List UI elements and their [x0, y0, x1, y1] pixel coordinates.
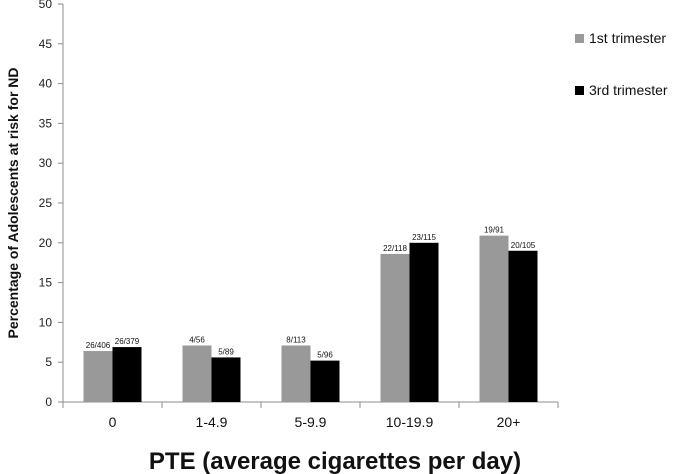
data-label: 5/96 [317, 351, 333, 360]
y-tick-label: 25 [39, 196, 53, 210]
x-axis-label: PTE (average cigarettes per day) [149, 448, 521, 474]
y-tick-label: 50 [39, 0, 53, 11]
data-label: 4/56 [189, 335, 205, 344]
bar-1st-trimester [380, 253, 410, 402]
y-tick-label: 45 [39, 37, 53, 51]
x-tick-label: 1-4.9 [196, 414, 228, 430]
legend-swatch [575, 86, 584, 95]
legend-swatch [575, 34, 584, 43]
x-tick-label: 0 [109, 414, 117, 430]
y-axis-label: Percentage of Adolescents at risk for ND [5, 67, 21, 338]
y-tick-label: 10 [39, 315, 53, 329]
bar-3rd-trimester [211, 357, 241, 402]
bar-3rd-trimester [310, 360, 340, 402]
data-label: 22/118 [383, 244, 407, 253]
x-tick-label: 10-19.9 [386, 414, 434, 430]
y-tick-label: 40 [39, 77, 53, 91]
legend-label: 3rd trimester [589, 82, 668, 98]
y-tick-label: 15 [39, 276, 53, 290]
y-axis: 0 5 10 15 20 25 30 35 40 45 50 [39, 0, 64, 409]
bar-1st-trimester [83, 351, 113, 402]
data-label: 26/379 [115, 337, 140, 346]
data-label: 26/406 [86, 341, 111, 350]
bar-3rd-trimester [112, 347, 142, 402]
data-label: 20/105 [511, 241, 536, 250]
data-label: 23/115 [412, 233, 436, 242]
legend: 1st trimester 3rd trimester [575, 30, 668, 98]
y-tick-label: 5 [45, 355, 52, 369]
y-tick-label: 35 [39, 116, 53, 130]
y-tick-label: 20 [39, 236, 53, 250]
data-label: 8/113 [286, 335, 306, 344]
bar-3rd-trimester [508, 250, 538, 402]
data-label: 5/89 [218, 347, 234, 356]
x-axis: 0 1-4.9 5-9.9 10-19.9 20+ [62, 401, 559, 430]
bar-1st-trimester [479, 235, 509, 402]
legend-label: 1st trimester [589, 30, 666, 46]
bar-3rd-trimester [409, 242, 439, 402]
y-tick-label: 30 [39, 156, 53, 170]
x-tick-label: 20+ [497, 414, 521, 430]
y-tick-label: 0 [45, 395, 52, 409]
x-tick-label: 5-9.9 [295, 414, 327, 430]
bar-1st-trimester [182, 345, 212, 402]
bars: 26/406 4/56 8/113 22/118 19/91 26/379 5/89 5/96… [83, 226, 538, 402]
bar-1st-trimester [281, 345, 311, 402]
data-label: 19/91 [484, 226, 505, 235]
